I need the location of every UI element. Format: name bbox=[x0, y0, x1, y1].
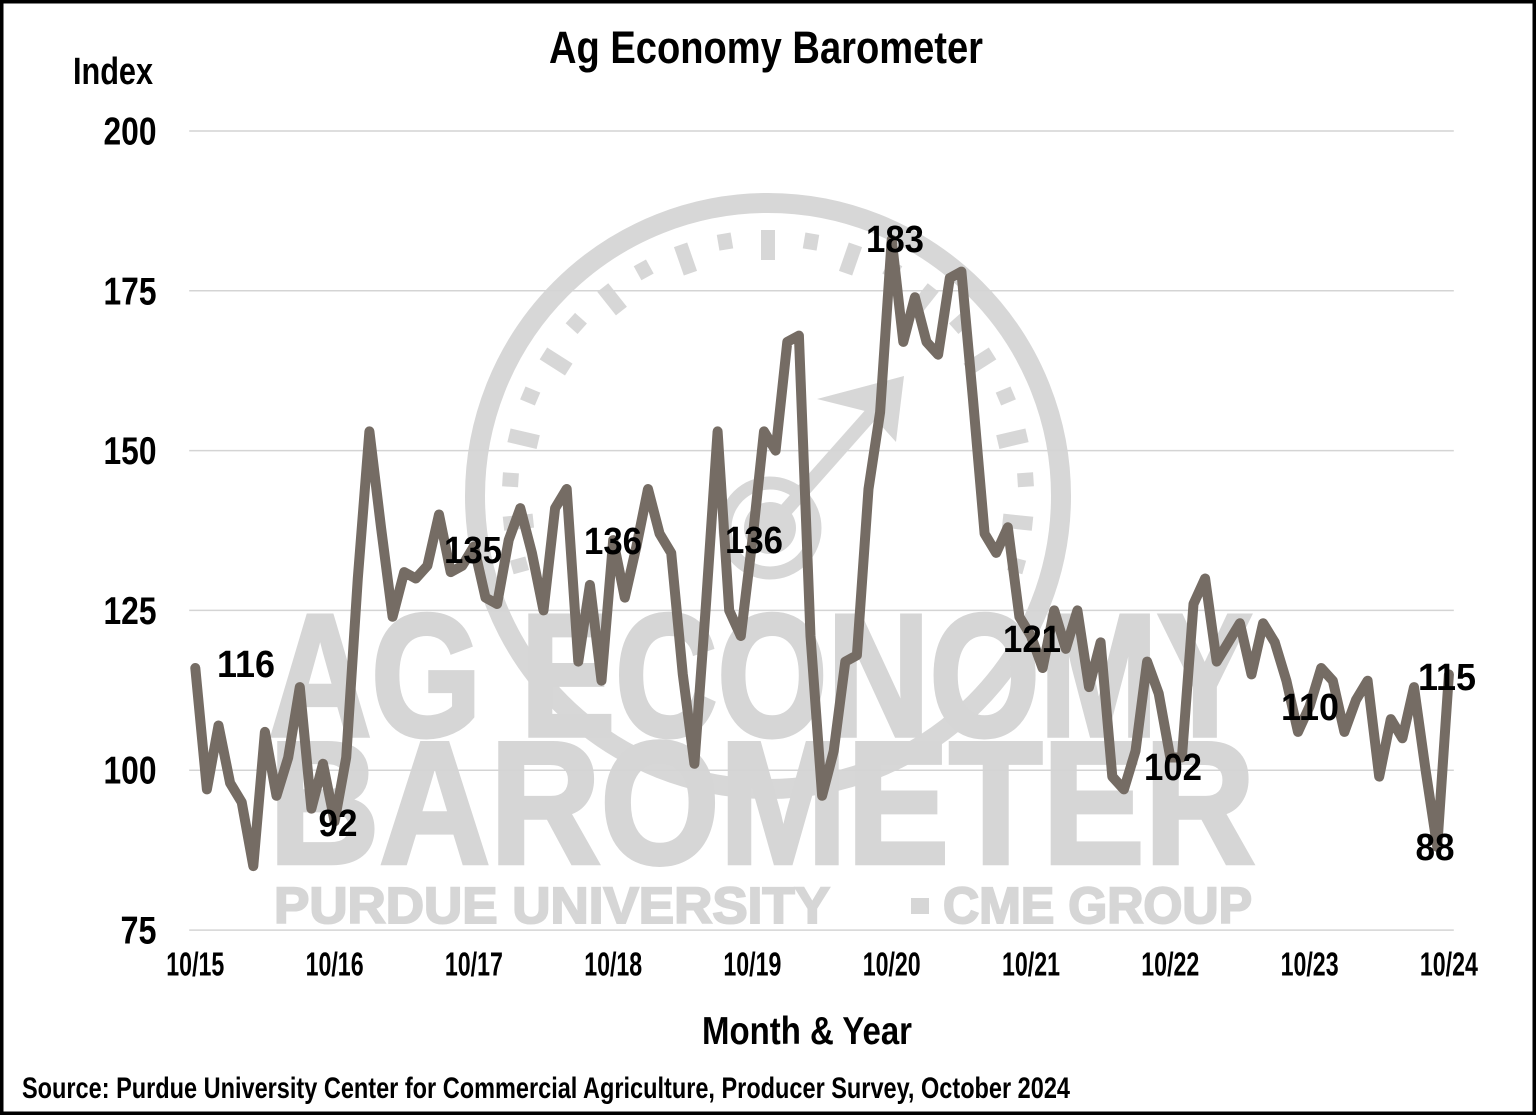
svg-text:10/15: 10/15 bbox=[166, 946, 224, 983]
svg-text:Ag Economy Barometer: Ag Economy Barometer bbox=[549, 22, 983, 73]
svg-text:10/24: 10/24 bbox=[1420, 946, 1478, 983]
svg-text:183: 183 bbox=[866, 219, 924, 261]
svg-text:135: 135 bbox=[444, 530, 502, 572]
svg-text:Source: Purdue University Cent: Source: Purdue University Center for Com… bbox=[22, 1072, 1070, 1105]
svg-text:121: 121 bbox=[1003, 619, 1061, 661]
svg-text:BAROMETER: BAROMETER bbox=[269, 705, 1255, 900]
svg-text:116: 116 bbox=[217, 644, 275, 686]
svg-text:10/19: 10/19 bbox=[723, 946, 781, 983]
svg-text:115: 115 bbox=[1418, 657, 1476, 699]
svg-text:10/23: 10/23 bbox=[1281, 946, 1339, 983]
svg-text:175: 175 bbox=[104, 270, 157, 313]
svg-text:100: 100 bbox=[104, 750, 157, 793]
svg-text:PURDUE UNIVERSITY: PURDUE UNIVERSITY bbox=[274, 877, 830, 934]
svg-text:10/18: 10/18 bbox=[584, 946, 642, 983]
svg-text:10/16: 10/16 bbox=[306, 946, 364, 983]
svg-text:10/21: 10/21 bbox=[1002, 946, 1060, 983]
svg-text:75: 75 bbox=[121, 910, 157, 953]
svg-text:125: 125 bbox=[104, 590, 157, 633]
svg-text:150: 150 bbox=[104, 430, 157, 473]
svg-text:10/22: 10/22 bbox=[1141, 946, 1199, 983]
svg-text:10/17: 10/17 bbox=[445, 946, 503, 983]
svg-text:88: 88 bbox=[1416, 827, 1455, 869]
svg-text:200: 200 bbox=[104, 111, 157, 154]
svg-text:CME GROUP: CME GROUP bbox=[943, 877, 1252, 934]
svg-text:136: 136 bbox=[584, 521, 642, 563]
svg-text:110: 110 bbox=[1281, 687, 1339, 729]
svg-text:136: 136 bbox=[725, 520, 783, 562]
svg-text:10/20: 10/20 bbox=[863, 946, 921, 983]
svg-text:Index: Index bbox=[73, 51, 153, 93]
svg-text:Month & Year: Month & Year bbox=[702, 1010, 912, 1053]
svg-text:102: 102 bbox=[1144, 747, 1202, 789]
svg-text:92: 92 bbox=[319, 803, 358, 845]
